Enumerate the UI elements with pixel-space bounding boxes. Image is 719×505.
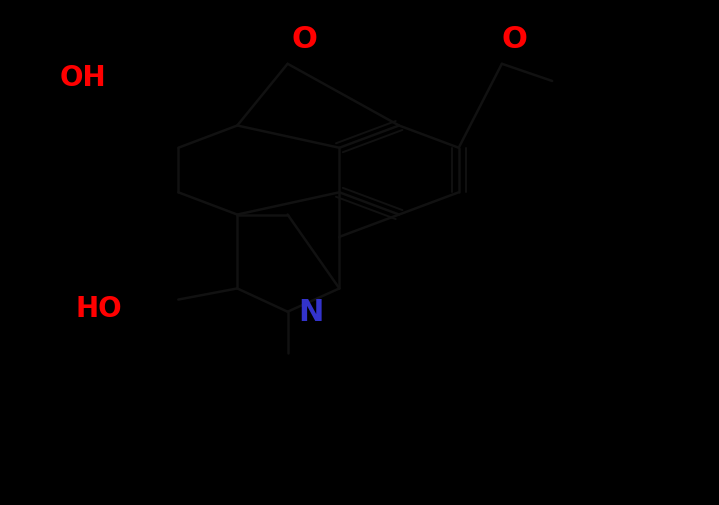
Text: O: O bbox=[292, 25, 318, 54]
Text: N: N bbox=[298, 297, 324, 327]
Text: O: O bbox=[502, 25, 528, 54]
Text: HO: HO bbox=[75, 294, 122, 322]
Text: OH: OH bbox=[60, 64, 106, 92]
